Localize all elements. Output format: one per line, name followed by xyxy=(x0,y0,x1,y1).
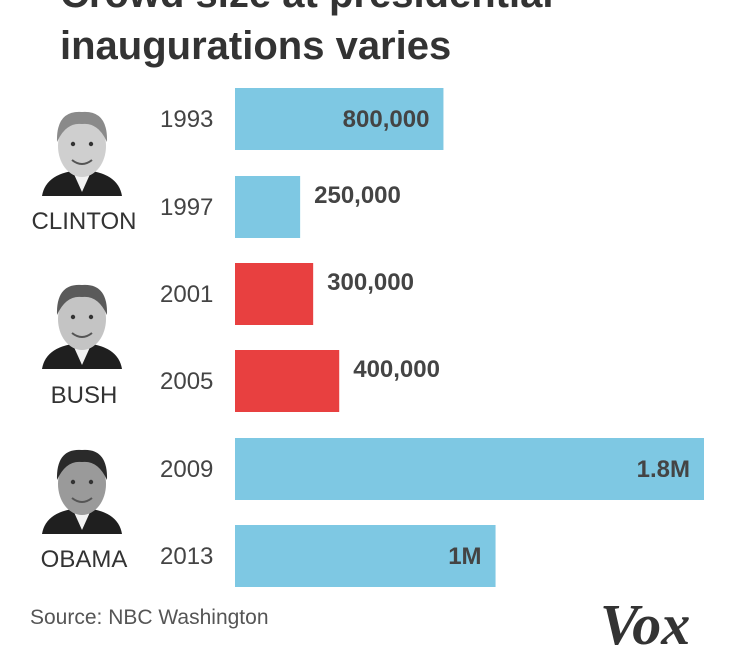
chart-title-line-2: inaugurations varies xyxy=(60,24,452,68)
vox-logo: Vox xyxy=(600,592,691,657)
bar-2005 xyxy=(235,350,340,412)
bar-chart: 1993 800,000 1997 250,000 2001 300,000 2005 400… xyxy=(32,88,704,587)
year-label-2013: 2013 xyxy=(160,543,213,570)
value-label-1997: 250,000 xyxy=(314,182,401,209)
president-name-obama: OBAMA xyxy=(41,546,128,573)
year-label-2009: 2009 xyxy=(160,456,213,483)
value-label-2009: 1.8M xyxy=(637,456,690,483)
year-label-2001: 2001 xyxy=(160,281,213,308)
chart-title-line-1: Crowd size at presidential xyxy=(60,0,553,18)
bar-2009 xyxy=(235,438,704,500)
obama-portrait-icon xyxy=(42,449,122,534)
value-label-2005: 400,000 xyxy=(353,356,440,383)
bar-2013 xyxy=(235,525,496,587)
year-label-1997: 1997 xyxy=(160,194,213,221)
bush-portrait-icon xyxy=(42,284,122,369)
year-label-1993: 1993 xyxy=(160,106,213,133)
bar-2001 xyxy=(235,263,314,325)
bar-1993 xyxy=(235,88,444,150)
value-label-2013: 1M xyxy=(448,543,481,570)
year-label-2005: 2005 xyxy=(160,368,213,395)
bar-1997 xyxy=(235,176,301,238)
value-label-2001: 300,000 xyxy=(327,269,414,296)
source-note: Source: NBC Washington xyxy=(30,606,269,629)
clinton-portrait-icon xyxy=(42,111,122,196)
president-name-bush: BUSH xyxy=(51,382,118,409)
value-label-1993: 800,000 xyxy=(343,106,430,133)
president-name-clinton: CLINTON xyxy=(32,208,137,235)
